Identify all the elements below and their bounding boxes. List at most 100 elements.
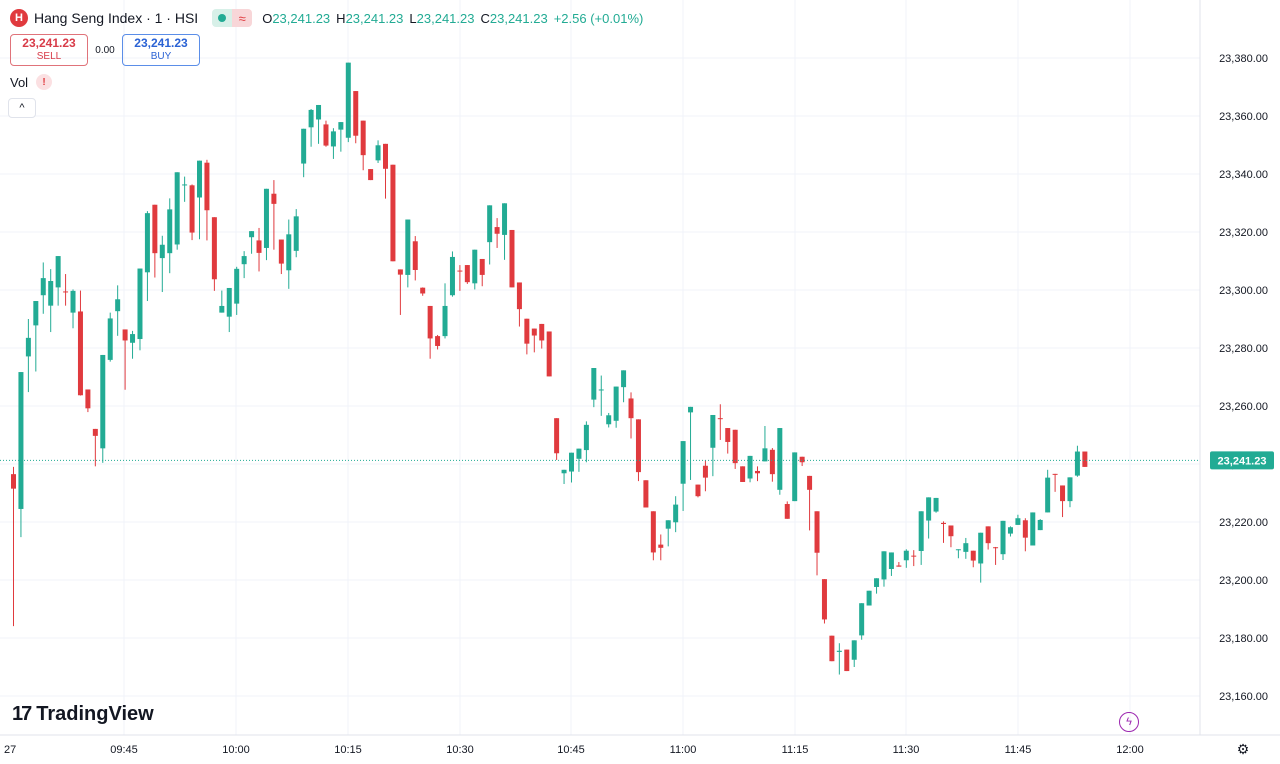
candle-body (725, 428, 731, 442)
candle (926, 497, 932, 539)
candle-body (963, 543, 969, 552)
candle-body (487, 205, 493, 243)
candle (516, 282, 522, 327)
symbol-title[interactable]: Hang Seng Index · 1 · HSI (34, 10, 199, 26)
symbol-logo-icon[interactable]: H (10, 9, 28, 27)
candle-body (844, 649, 850, 672)
candle (85, 389, 91, 413)
candle-body (1074, 451, 1080, 476)
candle-body (598, 389, 604, 391)
candle (628, 392, 634, 439)
candle-body (740, 466, 746, 482)
tradingview-logo[interactable]: 17 TradingView (12, 703, 154, 726)
candle-body (249, 231, 255, 238)
candle (948, 525, 954, 548)
candle-body (926, 497, 932, 521)
candle-body (25, 337, 31, 357)
candle-body (769, 449, 775, 475)
price-change: +2.56 (+0.01%) (553, 10, 644, 26)
candle-body (390, 164, 396, 262)
candle-body (293, 216, 299, 251)
candle-body (896, 565, 902, 567)
candle (784, 501, 790, 519)
candle-body (665, 520, 671, 529)
candle (457, 265, 463, 291)
candle (353, 91, 359, 144)
candle (985, 526, 991, 550)
candle-body (1045, 477, 1051, 513)
candle-body (420, 287, 426, 294)
volume-indicator[interactable]: Vol ! (10, 74, 53, 90)
candle (888, 552, 894, 576)
candle (859, 603, 865, 640)
candle-body (829, 635, 835, 662)
candle (189, 184, 195, 241)
candle (278, 239, 284, 275)
candle (792, 452, 798, 502)
candle-body (1030, 512, 1036, 546)
candle (182, 176, 188, 202)
candle-body (814, 511, 820, 553)
candle-body (546, 331, 552, 377)
candle-body (851, 640, 857, 660)
candle-body (107, 318, 113, 360)
candle-body (874, 578, 880, 587)
collapse-legend-button[interactable]: ^ (8, 98, 36, 118)
candle-body (732, 429, 738, 464)
candle-body (621, 370, 627, 388)
candle-body (1022, 520, 1028, 538)
market-open-icon (218, 14, 227, 22)
candle (174, 172, 180, 250)
candle (1074, 445, 1080, 477)
candle (1000, 520, 1006, 560)
candle-body (710, 414, 716, 448)
buy-label: BUY (150, 51, 172, 62)
candle-body (226, 287, 232, 317)
market-status[interactable]: ≈ (212, 9, 253, 27)
candle-body (144, 213, 150, 273)
candle (420, 287, 426, 296)
sell-button[interactable]: 23,241.23 SELL (10, 34, 88, 66)
time-tick-label: 12:00 (1116, 744, 1144, 756)
candle (680, 441, 686, 511)
price-tick-label: 23,220.00 (1219, 517, 1268, 529)
candle-body (412, 241, 418, 270)
lightning-icon[interactable]: ϟ (1119, 712, 1139, 732)
candle (40, 262, 46, 314)
candle (814, 511, 820, 576)
candle-body (353, 91, 359, 136)
candle (211, 217, 217, 291)
warning-icon[interactable]: ! (36, 74, 53, 90)
candle (546, 331, 552, 377)
candle (502, 203, 508, 260)
candle (1030, 512, 1036, 546)
candle (755, 466, 760, 482)
ohlc-close: C23,241.23 (480, 10, 548, 26)
candle (234, 266, 240, 315)
price-tick-label: 23,180.00 (1219, 633, 1268, 645)
candle-body (918, 511, 924, 551)
candle-body (970, 550, 976, 561)
candle (509, 229, 515, 288)
candle-body (122, 329, 128, 341)
candle-body (702, 465, 708, 478)
sell-price: 23,241.23 (22, 36, 76, 50)
chart-legend: H Hang Seng Index · 1 · HSI ≈ O23,241.23… (10, 6, 643, 30)
candle (866, 590, 872, 606)
candle-body (643, 480, 649, 508)
candle (338, 122, 344, 152)
candle (978, 532, 984, 583)
candle-body (479, 258, 485, 275)
candle (107, 312, 113, 362)
buy-button[interactable]: 23,241.23 BUY (122, 34, 200, 66)
candle-body (316, 104, 322, 120)
candle-body (427, 305, 433, 339)
candle-body (807, 475, 813, 490)
candle (464, 265, 470, 284)
candle-body (472, 249, 478, 284)
candle (442, 283, 448, 339)
gear-icon[interactable]: ⚙ (1236, 740, 1250, 757)
candle-body (777, 428, 783, 490)
candle (316, 104, 322, 144)
